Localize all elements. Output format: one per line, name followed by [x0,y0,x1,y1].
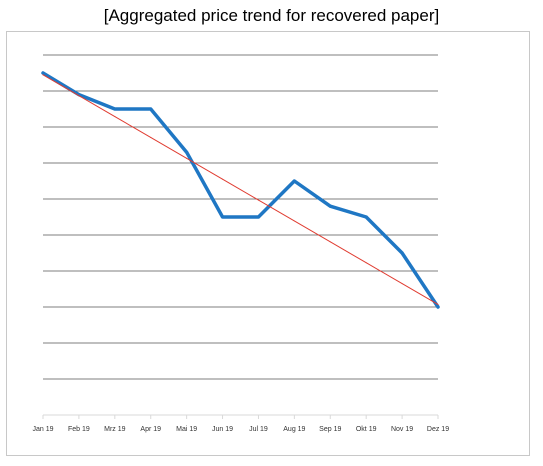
price-point-8 [292,179,296,183]
trend-point-6 [222,178,224,180]
x-tick-label: Jun 19 [212,426,233,433]
x-tick-label: Nov 19 [391,426,413,433]
price-point-12 [436,305,440,309]
x-axis [42,414,439,419]
price-point-10 [364,215,368,219]
trend-point-10 [365,262,367,264]
price-point-4 [149,107,153,111]
trend-point-2 [78,95,80,97]
x-tick-labels: Jan 19 Feb 19 Mrz 19 Apr 19 Mai 19 Jun 19 Jul … [32,426,449,433]
x-tick-label: Mai 19 [176,426,197,433]
x-tick-label: Sep 19 [319,426,341,433]
trend-point-3 [114,116,116,118]
x-tick-label: Jan 19 [32,426,53,433]
price-point-1 [41,71,45,75]
trend-line [42,74,439,305]
price-point-3 [113,107,117,111]
price-point-11 [400,251,404,255]
trend-point-4 [150,136,152,138]
x-tick-label: Mrz 19 [104,426,126,433]
price-point-6 [221,215,225,219]
gridlines [43,54,438,380]
x-tick-label: Dez 19 [427,426,449,433]
price-point-5 [185,150,189,154]
series-lines [41,71,440,309]
chart-title: [Aggregated price trend for recovered pa… [103,6,440,25]
price-point-9 [328,204,332,208]
price-point-7 [256,215,260,219]
trend-point-8 [293,220,295,222]
trend-point-1 [42,74,44,76]
trend-point-11 [401,283,403,285]
x-tick-label: Feb 19 [68,426,90,433]
chart-frame [6,31,530,456]
x-tick-label: Aug 19 [283,426,305,433]
trend-point-7 [257,199,259,201]
x-tick-label: Jul 19 [249,426,268,433]
trend-point-12 [437,303,439,305]
trend-point-9 [329,241,331,243]
x-tick-label: Apr 19 [140,426,161,433]
trend-point-5 [186,157,188,159]
x-tick-label: Okt 19 [356,426,377,433]
price-series-line [41,71,440,309]
